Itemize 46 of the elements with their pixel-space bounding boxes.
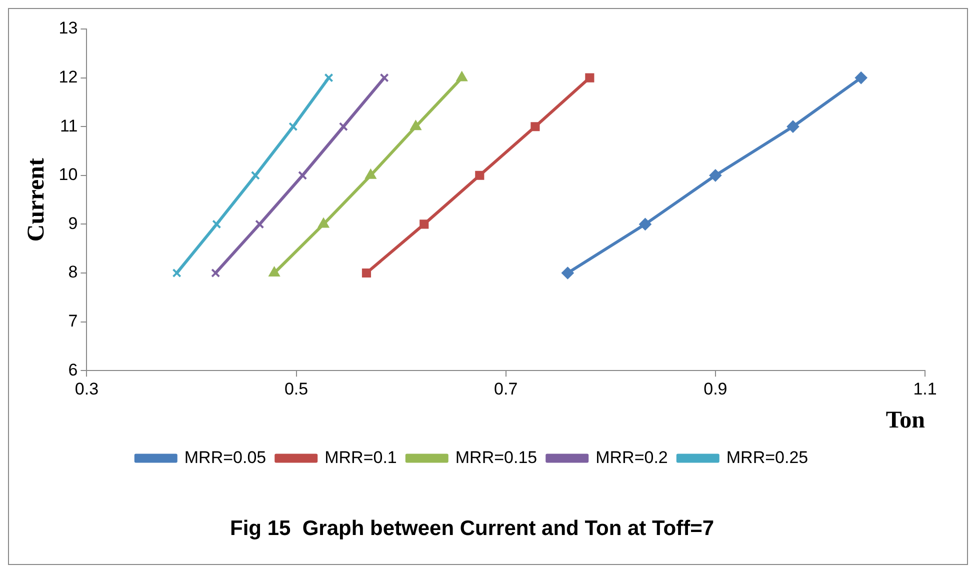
y-tick-label: 8	[68, 262, 78, 282]
legend-label: MRR=0.25	[726, 448, 808, 467]
point	[475, 170, 484, 180]
point	[250, 170, 260, 180]
y-tick-label: 11	[60, 116, 78, 136]
point	[298, 170, 308, 180]
y-tick-label: 6	[68, 360, 78, 380]
point	[855, 72, 868, 84]
point	[338, 122, 348, 132]
x-tick-label: 1.1	[913, 379, 937, 398]
x-tick-label: 0.9	[704, 379, 728, 398]
legend-label: MRR=0.2	[596, 448, 668, 467]
point	[365, 169, 376, 179]
point	[268, 267, 280, 276]
y-tick-label: 12	[58, 67, 78, 86]
point	[585, 73, 594, 82]
legend-label: MRR=0.15	[455, 448, 538, 467]
point	[212, 220, 222, 229]
point	[530, 122, 540, 132]
point	[362, 268, 372, 278]
x-tick-label: 0.5	[284, 379, 308, 398]
point	[709, 169, 722, 182]
y-tick-label: 9	[68, 214, 78, 233]
point	[288, 122, 298, 132]
point	[639, 218, 652, 230]
x-axis-title: Ton	[886, 408, 925, 434]
point	[172, 268, 182, 278]
y-tick-label: 13	[58, 18, 78, 38]
x-tick-label: 0.3	[74, 379, 99, 398]
point	[255, 220, 264, 229]
point	[786, 120, 799, 133]
point	[211, 268, 220, 278]
point	[380, 73, 389, 82]
y-tick-label: 7	[68, 311, 78, 330]
y-tick-label: 10	[58, 165, 78, 184]
legend-label: MRR=0.05	[184, 448, 266, 467]
point	[562, 267, 574, 279]
point	[410, 120, 422, 130]
point	[324, 73, 334, 82]
legend-label: MRR=0.1	[324, 448, 397, 467]
text: Fig 15 Graph between Current and Ton at Toff=7	[230, 517, 714, 540]
point	[456, 72, 468, 82]
y-axis-title: Current	[24, 158, 50, 242]
point	[318, 218, 329, 228]
x-tick-label: 0.7	[494, 379, 518, 398]
point	[420, 220, 429, 229]
